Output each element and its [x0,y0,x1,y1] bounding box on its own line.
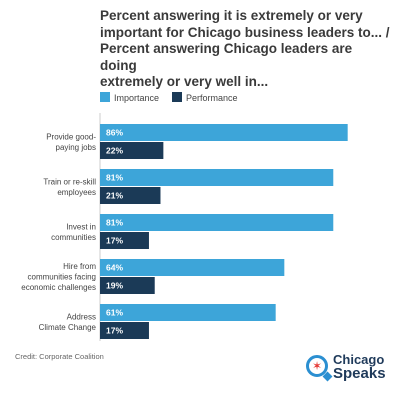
bar-performance [100,322,149,339]
bar-performance [100,187,161,204]
legend-item-performance: Performance [172,92,238,103]
data-label-performance: 19% [106,281,123,291]
bar-chart: Provide good-paying jobs 86% 22% Train or r… [21,113,348,341]
data-label-importance: 61% [106,308,123,318]
category-label: Train or re-skill employees [43,177,96,197]
bar-performance [100,277,155,294]
data-label-performance: 22% [106,146,123,156]
bar-importance [100,304,276,321]
legend-swatch-performance [172,92,182,102]
legend-label-importance: Importance [114,93,160,103]
bar-performance [100,142,164,159]
category-label: Hire from communities facing economic chal… [21,262,96,292]
credit-text: Credit: Corporate Coalition [15,352,104,361]
data-label-importance: 81% [106,218,123,228]
data-label-importance: 81% [106,173,123,183]
data-label-performance: 21% [106,191,123,201]
data-label-importance: 86% [106,128,123,138]
brand-line2: Speaks [333,365,386,382]
category-label: Address Climate Change [39,312,97,332]
bar-importance [100,169,334,186]
chart-title: Percent answering it is extremely or ver… [100,8,390,89]
chicago-speaks-logo-icon: ✶ [306,355,328,377]
legend-swatch-importance [100,92,110,102]
bar-performance [100,232,149,249]
category-label: Provide good-paying jobs [46,132,96,152]
bar-importance [100,259,285,276]
legend-label-performance: Performance [186,93,238,103]
data-label-importance: 64% [106,263,123,273]
brand-line1: Chicago [333,352,385,367]
data-label-performance: 17% [106,326,123,336]
brand-logo: ✶ Chicago Speaks [303,350,398,390]
bar-importance [100,214,334,231]
legend-item-importance: Importance [100,92,159,103]
data-label-performance: 17% [106,236,123,246]
bar-importance [100,124,348,141]
category-label: Invest in communities [51,222,96,242]
